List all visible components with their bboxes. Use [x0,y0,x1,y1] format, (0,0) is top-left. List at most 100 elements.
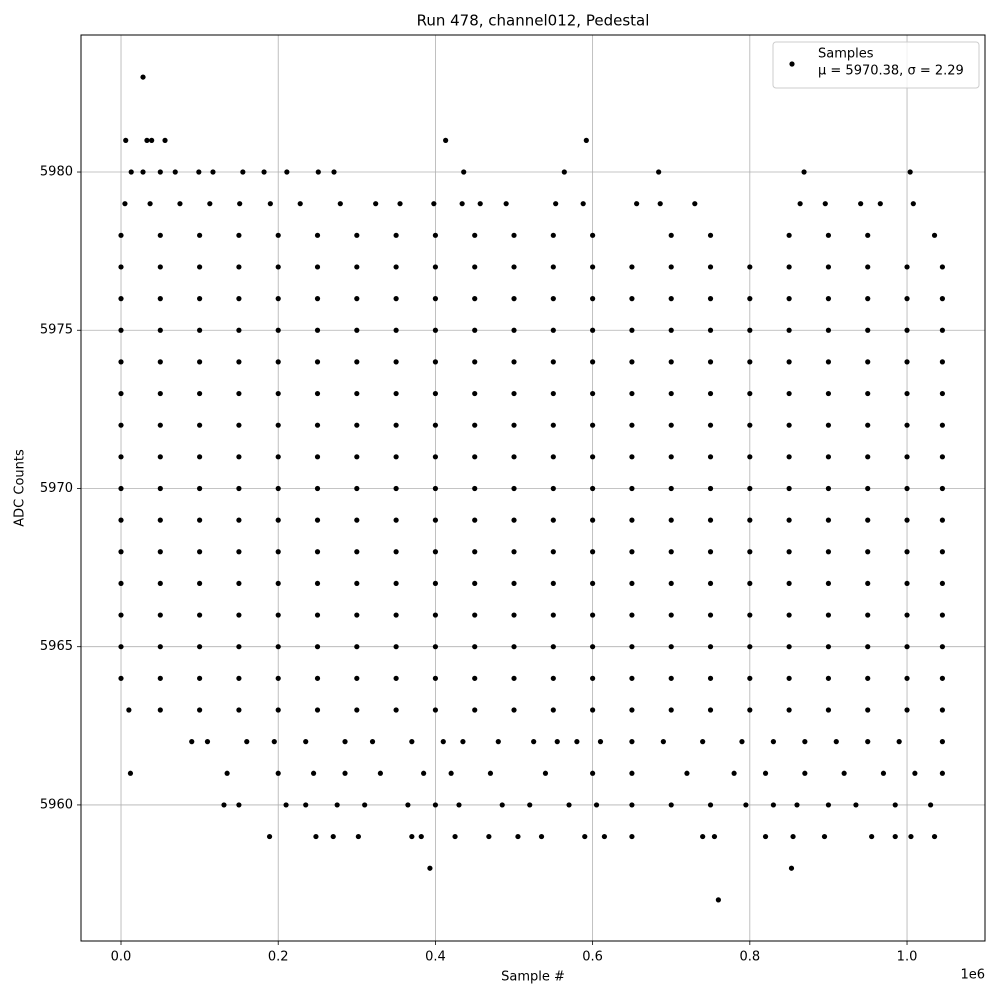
data-point [197,390,203,397]
data-point [747,549,753,555]
data-point [157,327,163,333]
data-point [275,707,281,713]
data-point [550,454,556,460]
data-point [197,612,203,618]
data-point [342,739,348,745]
data-point [393,549,399,555]
data-point [511,580,517,587]
chart-title: Run 478, channel012, Pedestal [417,12,650,30]
data-point [275,264,281,270]
data-point [314,296,321,302]
data-point [865,580,871,587]
data-point [668,359,674,365]
data-point [118,359,124,365]
data-point [157,485,163,492]
data-point [747,296,753,302]
data-point [825,296,832,302]
data-point [822,201,828,207]
data-point [770,739,777,745]
data-point [700,739,706,745]
x-tick-label: 0.8 [739,950,760,965]
data-point [939,612,945,618]
data-point [853,802,859,808]
data-point [377,770,383,776]
data-point [499,802,505,808]
data-point [629,296,635,302]
data-point [172,169,178,175]
data-point [707,454,714,460]
data-point [275,296,281,302]
data-point [865,675,871,681]
data-point [904,549,910,555]
data-point [904,485,910,492]
data-point [656,169,662,175]
x-tick-label: 0.6 [582,950,603,965]
data-point [140,169,146,175]
data-point [707,390,714,397]
data-point [939,707,945,713]
data-point [421,770,427,776]
data-point [668,422,674,428]
data-point [865,517,871,523]
x-tick-label: 0.2 [268,950,289,965]
data-point [553,201,559,207]
data-point [747,612,753,618]
data-point [590,485,596,492]
data-point [550,296,556,302]
data-point [177,201,183,207]
data-point [668,802,674,808]
data-point [477,201,483,207]
data-point [432,422,439,428]
data-point [267,201,273,207]
data-point [244,739,250,745]
data-point [342,770,348,776]
grid [81,35,985,941]
data-point [629,739,635,745]
data-point [354,707,360,713]
data-point [236,675,242,681]
x-axis-label: Sample # [501,970,565,985]
data-point [432,359,439,365]
data-point [314,390,321,397]
data-point [314,612,321,618]
data-point [511,517,517,523]
x-tick-label: 0.0 [111,950,132,965]
data-point [668,327,674,333]
data-point [128,169,134,175]
data-point [157,580,163,587]
data-point [472,327,478,333]
data-point [939,390,945,397]
x-tick-label: 1.0 [897,950,918,965]
data-point [432,264,439,270]
data-point [297,201,303,207]
data-point [939,580,945,587]
data-point [314,454,321,460]
data-point [122,201,128,207]
data-point [271,739,277,745]
data-point [236,264,242,270]
data-point [668,549,674,555]
data-point [825,232,832,238]
data-point [711,833,718,840]
data-point [197,327,203,333]
data-point [275,770,281,776]
data-point [118,264,124,270]
data-point [162,137,168,143]
data-point [354,422,360,428]
data-point [692,201,698,207]
data-point [432,802,439,808]
data-point [542,770,549,776]
data-point [939,264,945,270]
data-point [892,833,898,840]
data-point [261,169,267,175]
data-point [460,739,466,745]
data-point [189,739,195,745]
data-point [275,232,281,238]
data-point [157,675,163,681]
data-point [939,422,945,428]
data-point [931,232,938,238]
data-point [786,675,792,681]
data-point [538,833,545,840]
y-tick-label: 5965 [40,639,73,654]
data-point [550,707,556,713]
